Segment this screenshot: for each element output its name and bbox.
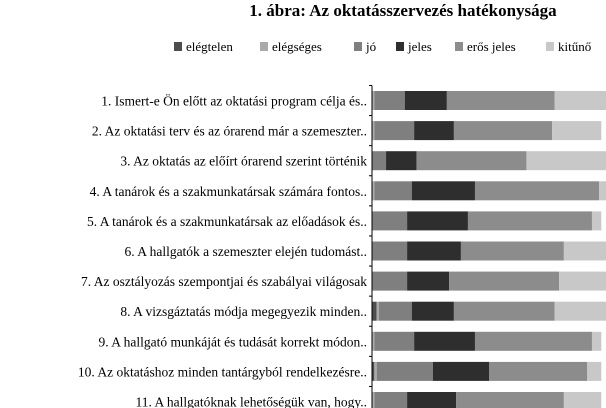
bar-segment-8-5 <box>591 331 602 351</box>
bar-segment-0-2 <box>374 91 405 110</box>
bar-segment-1-1 <box>372 121 375 141</box>
bar-segment-9-1 <box>374 361 377 381</box>
bar-segment-6-5 <box>559 271 606 291</box>
legend-label-1: elégséges <box>272 39 322 54</box>
legend-swatch-4 <box>455 42 463 51</box>
legend-label-2: jó <box>365 39 376 54</box>
bar-segment-6-2 <box>372 271 408 291</box>
bar-segment-10-1 <box>372 392 375 408</box>
bar-segment-7-2 <box>379 301 412 321</box>
bar-segment-3-5 <box>598 181 606 201</box>
bar-segment-10-4 <box>456 392 564 408</box>
bar-segment-0-5 <box>554 91 606 110</box>
bar-segment-6-3 <box>407 271 450 291</box>
bar-segment-4-3 <box>407 211 468 231</box>
legend: elégtelen elégséges jó jeles erős jeles kitűn… <box>174 39 591 54</box>
legend-label-5: kitűnő <box>558 39 591 54</box>
category-label-1: 2. Az oktatási terv és az órarend már a … <box>92 124 367 139</box>
bar-segment-0-3 <box>404 91 447 110</box>
category-label-8: 9. A hallgató munkáját és tudását korrek… <box>99 334 367 349</box>
chart-title: 1. ábra: Az oktatásszervezés hatékonyság… <box>249 1 557 20</box>
bar-segment-4-4 <box>467 211 592 231</box>
bar-segment-5-2 <box>372 241 408 261</box>
bar-segment-2-4 <box>416 151 527 171</box>
bar-segment-8-1 <box>372 331 375 351</box>
bar-segment-7-0 <box>372 301 377 321</box>
bar-segment-6-4 <box>449 271 560 291</box>
legend-swatch-2 <box>354 42 362 51</box>
bar-segment-7-1 <box>376 301 380 321</box>
bar-segment-9-0 <box>372 361 375 381</box>
legend-swatch-1 <box>260 42 268 51</box>
bar-segment-5-4 <box>460 241 564 261</box>
bar-segment-1-5 <box>552 121 602 141</box>
bar-segment-7-4 <box>453 301 555 321</box>
bar-segment-3-2 <box>374 181 412 201</box>
category-label-9: 10. Az oktatáshoz minden tantárgyból ren… <box>78 364 367 379</box>
category-label-0: 1. Ismert-e Ön előtt az oktatási program… <box>101 94 367 109</box>
legend-label-4: erős jeles <box>467 39 516 54</box>
bar-segment-3-1 <box>372 181 375 201</box>
bar-segment-1-4 <box>453 121 553 141</box>
bar-segment-10-5 <box>563 392 602 408</box>
bar-segment-5-3 <box>407 241 461 261</box>
bar-segment-3-3 <box>411 181 475 201</box>
bar-segment-2-3 <box>386 151 417 171</box>
bar-segment-2-5 <box>526 151 606 171</box>
bar-segment-4-5 <box>591 211 602 231</box>
legend-label-0: elégtelen <box>186 39 233 54</box>
category-label-4: 5. A tanárok és a szakmunkatársak az elő… <box>87 214 367 229</box>
category-label-6: 7. Az osztályozás szempontjai és szabály… <box>81 274 367 289</box>
category-label-7: 8. A vizsgáztatás módja megegyezik minde… <box>120 304 367 319</box>
bar-segment-10-3 <box>407 392 457 408</box>
bar-segment-0-1 <box>372 91 375 110</box>
legend-label-3: jeles <box>407 39 432 54</box>
category-label-10: 11. A hallgatóknak lehetőségük van, hogy… <box>136 395 367 408</box>
category-label-5: 6. A hallgatók a szemeszter elején tudom… <box>124 244 367 259</box>
bar-segment-5-5 <box>563 241 606 261</box>
bar-segment-8-3 <box>414 331 475 351</box>
bar-segment-9-4 <box>489 361 588 381</box>
bar-segment-9-5 <box>587 361 602 381</box>
bar-segment-8-4 <box>474 331 592 351</box>
bar-segment-10-2 <box>374 392 408 408</box>
legend-swatch-0 <box>174 42 182 51</box>
bar-segment-9-2 <box>376 361 433 381</box>
bar-segment-2-2 <box>372 151 387 171</box>
legend-swatch-5 <box>546 42 554 51</box>
bar-segment-7-5 <box>554 301 606 321</box>
bar-segment-1-2 <box>374 121 415 141</box>
bar-segment-1-3 <box>414 121 454 141</box>
bar-segment-4-2 <box>372 211 408 231</box>
bar-segment-3-4 <box>474 181 599 201</box>
bar-segment-0-4 <box>446 91 555 110</box>
legend-swatch-3 <box>396 42 404 51</box>
bar-segment-8-2 <box>374 331 415 351</box>
category-label-3: 4. A tanárok és a szakmunkatársak számár… <box>90 184 367 199</box>
bar-segment-9-3 <box>432 361 489 381</box>
category-label-2: 3. Az oktatás az előírt órarend szerint … <box>120 154 367 169</box>
bar-segment-7-3 <box>411 301 454 321</box>
